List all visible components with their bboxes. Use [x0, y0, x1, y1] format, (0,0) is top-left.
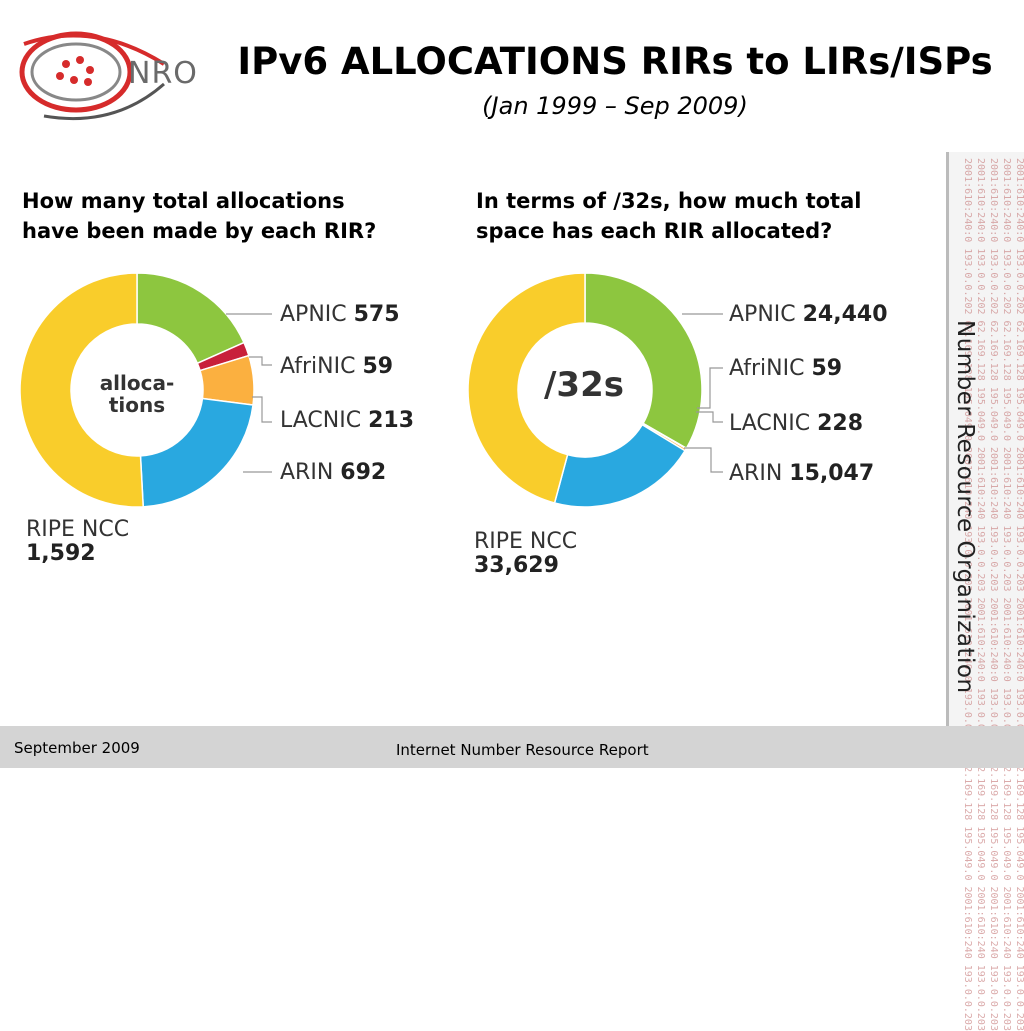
- label-name: AfriNIC: [729, 356, 805, 381]
- ip-line: 2001:610:240:0 193.0.0.202 62.169.128 19…: [1001, 158, 1012, 1031]
- question-32s: In terms of /32s, how much total space h…: [476, 189, 862, 243]
- label-value: 575: [353, 302, 400, 327]
- sidebar-strip: [946, 152, 1024, 726]
- label-name: ARIN: [280, 460, 334, 485]
- label-name: APNIC: [280, 302, 347, 327]
- label-name: AfriNIC: [280, 354, 356, 379]
- label-name: RIPE NCC: [26, 517, 130, 542]
- ip-line: 2001:610:240:0 193.0.0.202 62.169.128 19…: [988, 158, 999, 1031]
- label-apnic-32s: APNIC 24,440: [729, 302, 888, 327]
- label-lacnic-32s: LACNIC 228: [729, 411, 863, 436]
- page-subtitle: (Jan 1999 – Sep 2009): [482, 92, 748, 120]
- logo-text: NRO: [128, 56, 198, 91]
- allocations-donut-chart: [19, 272, 272, 508]
- ip-line: 2001:610:240:0 193.0.0.202 62.169.128 19…: [1014, 158, 1024, 1031]
- label-name: LACNIC: [280, 408, 362, 433]
- 32s-donut-chart: [467, 272, 723, 508]
- label-arin-32s: ARIN 15,047: [729, 461, 874, 486]
- label-value: 15,047: [789, 461, 875, 486]
- nro-logo: [19, 31, 166, 120]
- label-name: APNIC: [729, 302, 796, 327]
- label-name: ARIN: [729, 461, 783, 486]
- label-afrinic-allocations: AfriNIC 59: [280, 354, 393, 379]
- footer-report-title: Internet Number Resource Report: [396, 741, 649, 759]
- page-title: IPv6 ALLOCATIONS RIRs to LIRs/ISPs: [237, 40, 993, 83]
- leader-line: [697, 367, 723, 409]
- slice-apnic: [584, 272, 703, 450]
- label-value: 59: [811, 356, 843, 381]
- label-name: RIPE NCC: [474, 529, 578, 554]
- leader-line: [252, 396, 272, 423]
- footer-date: September 2009: [14, 739, 140, 757]
- label-afrinic-32s: AfriNIC 59: [729, 356, 842, 381]
- allocations-center-label: alloca- tions: [99, 371, 175, 417]
- label-value: 228: [817, 411, 864, 436]
- label-ripe-allocations: RIPE NCC 1,592: [26, 518, 129, 566]
- label-apnic-allocations: APNIC 575: [280, 302, 400, 327]
- label-value: 213: [368, 408, 415, 433]
- label-arin-allocations: ARIN 692: [280, 460, 386, 485]
- label-ripe-32s: RIPE NCC 33,629: [474, 530, 577, 578]
- label-value: 33,629: [474, 553, 559, 578]
- leader-line: [684, 447, 723, 473]
- sidebar-org-name: Number Resource Organization: [952, 320, 978, 694]
- question-allocations: How many total allocations have been mad…: [22, 189, 377, 243]
- label-value: 1,592: [26, 541, 96, 566]
- slice-ripe-ncc: [467, 272, 586, 504]
- label-lacnic-allocations: LACNIC 213: [280, 408, 414, 433]
- slice-arin: [139, 397, 254, 508]
- label-value: 59: [362, 354, 394, 379]
- 32s-center-label: /32s: [544, 365, 624, 405]
- leader-line: [249, 356, 272, 366]
- sidebar-divider: [946, 152, 949, 726]
- label-name: LACNIC: [729, 411, 811, 436]
- footer-bar: September 2009 Internet Number Resource …: [0, 726, 1024, 768]
- leader-line: [696, 411, 723, 423]
- label-value: 24,440: [802, 302, 888, 327]
- label-value: 692: [340, 460, 387, 485]
- slice-ripe-ncc: [19, 272, 145, 508]
